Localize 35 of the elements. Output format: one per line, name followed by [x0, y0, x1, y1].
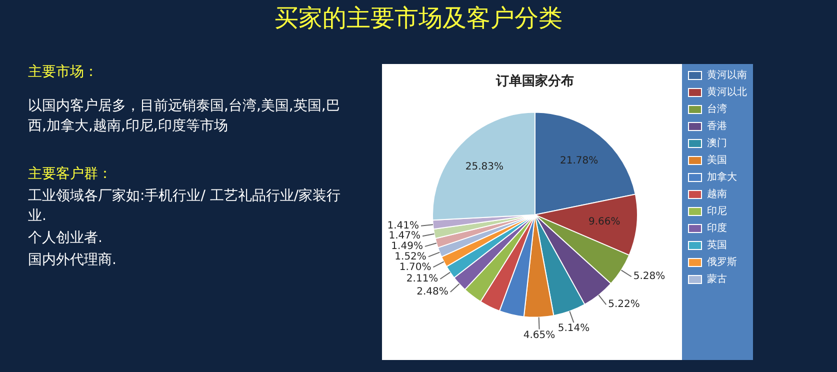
legend-label: 香港 [707, 120, 727, 133]
data-label: 5.28% [633, 271, 666, 282]
data-label: 1.70% [399, 262, 432, 273]
data-label: 1.49% [391, 241, 423, 252]
text: 主要客户群： [28, 165, 113, 184]
chart-subtitle: 买家的主要市场及客户分类 [274, 3, 564, 34]
data-label: 1.41% [387, 220, 420, 232]
data-label: 5.22% [608, 299, 640, 310]
legend-label: 黄河以北 [707, 86, 747, 99]
data-label: 2.11% [406, 274, 438, 285]
legend-label: 加拿大 [707, 170, 737, 184]
legend-label: 澳门 [707, 136, 727, 150]
legend-label: 台湾 [707, 102, 727, 116]
legend-label: 印度 [707, 222, 727, 235]
text: 订单国家分布 [495, 73, 574, 90]
legend-label: 美国 [707, 154, 727, 167]
text: 国内外代理商. [28, 251, 118, 270]
text: 以国内客户居多，目前远销泰国,台湾,美国,英国,巴西,加拿大,越南,印尼,印度等市场 [28, 97, 341, 136]
data-label: 21.78% [560, 155, 598, 166]
data-label: 2.48% [416, 286, 448, 298]
text: 工业领域各厂家如:手机行业/ 工艺礼品行业/家装行业. [28, 187, 342, 226]
legend-label: 黄河以南 [707, 68, 747, 82]
text: 个人创业者. [28, 229, 104, 248]
legend-label: 印尼 [707, 204, 727, 218]
text: 主要市场： [28, 63, 99, 82]
data-label: 5.14% [558, 323, 590, 334]
data-label: 25.83% [465, 161, 504, 172]
data-label: 9.66% [588, 216, 620, 228]
legend-label: 越南 [707, 188, 727, 201]
legend-label: 俄罗斯 [707, 256, 737, 269]
legend-label: 英国 [707, 238, 727, 252]
data-label: 1.47% [388, 230, 420, 242]
legend-label: 蒙古 [707, 272, 727, 286]
data-label: 4.65% [523, 330, 556, 341]
data-label: 1.52% [394, 251, 426, 262]
